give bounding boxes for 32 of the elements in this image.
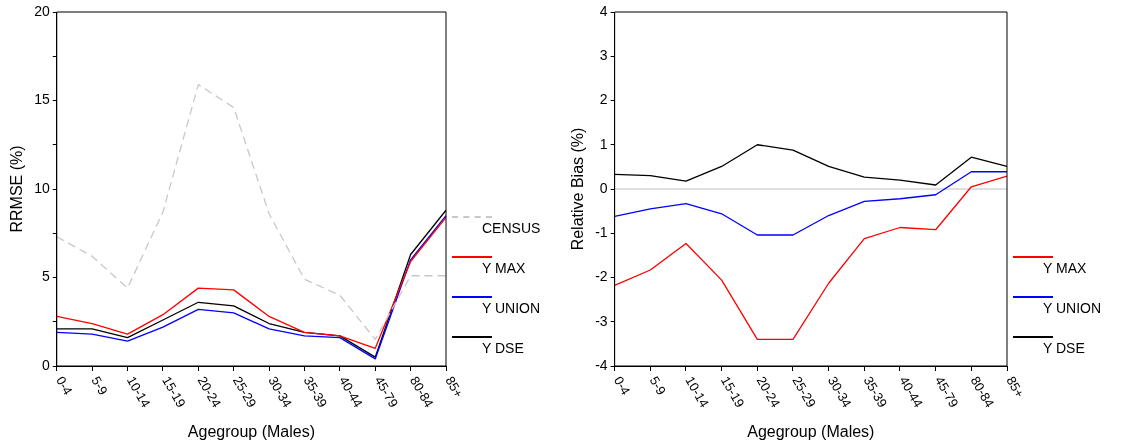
x-tick-label: 5-9: [88, 373, 111, 398]
y-tick-label: 5: [41, 268, 50, 285]
y-tick-label: -3: [595, 312, 608, 329]
y-tick-label: 15: [34, 91, 50, 108]
y-tick-label: 1: [599, 135, 608, 152]
y-tick-label: 20: [34, 2, 50, 19]
x-tick-label: 85+: [1003, 373, 1028, 401]
legend-label: Y DSE: [1043, 340, 1085, 356]
y-tick-label: -1: [595, 224, 608, 241]
legend-label: Y UNION: [482, 300, 541, 316]
y-tick-label: 2: [599, 91, 608, 108]
y-axis-title: Relative Bias (%): [569, 127, 587, 251]
x-tick-label: 85+: [442, 373, 467, 401]
y-axis-title: RRMSE (%): [8, 145, 26, 233]
x-tick-label: 0-4: [610, 373, 634, 398]
y-tick-label: -4: [595, 356, 608, 373]
y-tick-label: 4: [599, 2, 608, 19]
legend-label: Y MAX: [482, 260, 526, 276]
x-axis-title: Agegroup (Males): [187, 422, 315, 440]
x-tick-label: 5-9: [646, 373, 669, 398]
legend-label: Y MAX: [1043, 260, 1087, 276]
line-series: [56, 83, 447, 341]
legend-label: Y DSE: [482, 340, 524, 356]
y-tick-label: 10: [34, 179, 50, 196]
y-tick-label: 3: [599, 47, 608, 64]
y-tick-label: 0: [41, 356, 50, 373]
legend-label: CENSUS: [482, 220, 541, 236]
x-axis-title: Agegroup (Males): [747, 422, 875, 440]
y-tick-label: -2: [595, 268, 608, 285]
y-tick-label: 0: [599, 179, 608, 196]
x-tick-label: 0-4: [53, 373, 76, 398]
legend-label: Y UNION: [1043, 300, 1102, 316]
